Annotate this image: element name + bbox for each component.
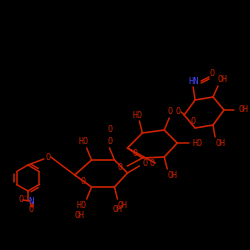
Text: O: O (191, 116, 196, 126)
Text: OH: OH (75, 210, 85, 220)
Text: O: O (18, 196, 24, 204)
Text: O: O (143, 158, 148, 168)
Text: HO: HO (78, 138, 88, 146)
Text: HO: HO (77, 200, 87, 209)
Text: O: O (45, 152, 50, 162)
Text: O: O (210, 68, 214, 78)
Text: O: O (107, 138, 112, 146)
Text: HO: HO (132, 110, 142, 120)
Text: HN: HN (188, 76, 198, 86)
Text: O: O (107, 126, 112, 134)
Text: OH: OH (218, 76, 228, 84)
Text: OH: OH (118, 200, 128, 209)
Text: OH: OH (112, 204, 122, 214)
Text: OH: OH (167, 170, 177, 179)
Text: O: O (176, 108, 181, 116)
Text: O: O (118, 162, 123, 172)
Text: O: O (168, 108, 173, 116)
Text: OH: OH (239, 106, 249, 114)
Text: HO: HO (192, 138, 202, 147)
Text: O: O (28, 206, 33, 214)
Text: OH: OH (215, 138, 225, 147)
Text: O: O (150, 158, 155, 168)
Text: O: O (133, 150, 138, 158)
Text: N: N (28, 198, 34, 206)
Text: O: O (80, 176, 85, 186)
Text: ⁻: ⁻ (22, 195, 26, 201)
